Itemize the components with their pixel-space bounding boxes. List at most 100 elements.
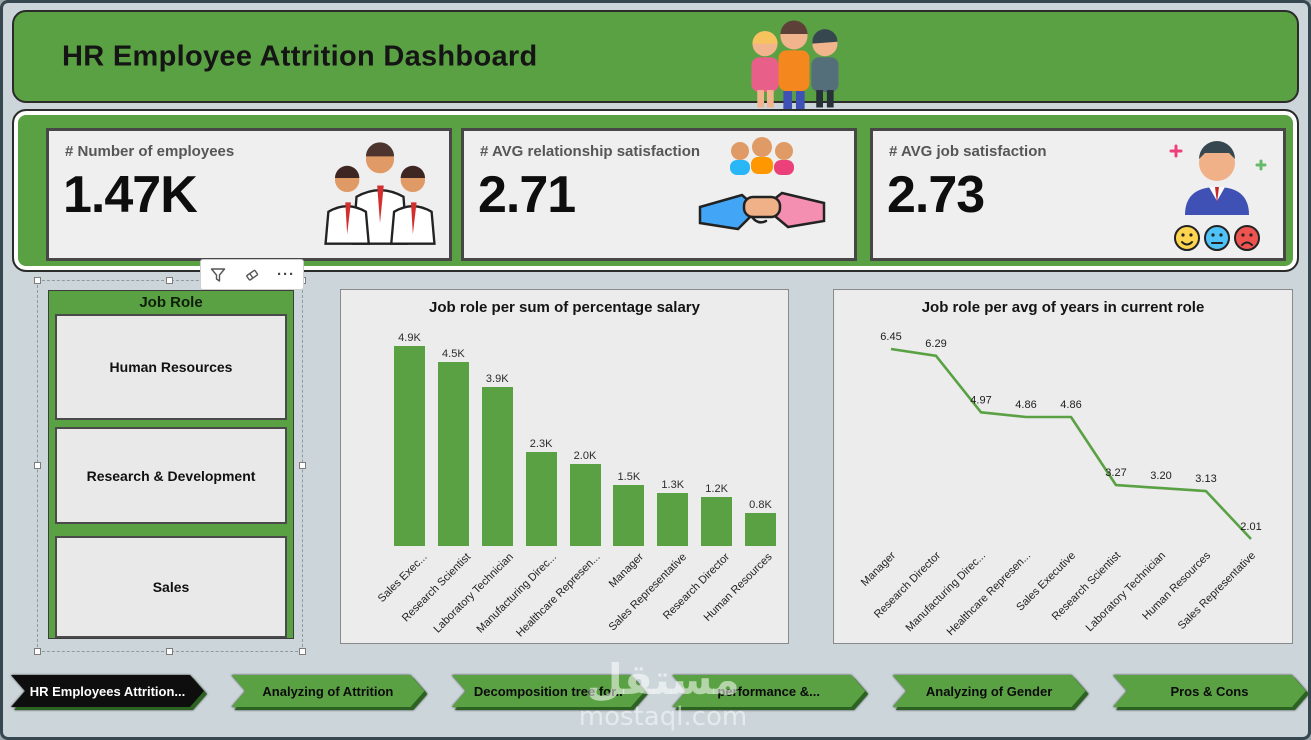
bar-slot: 2.3K — [523, 438, 560, 546]
nav-tab[interactable]: Pros & Cons — [1113, 675, 1306, 707]
kpi-card-employees: # Number of employees 1.47K — [46, 128, 452, 261]
slicer-item[interactable]: Research & Development — [55, 427, 287, 524]
bar[interactable] — [437, 362, 469, 546]
page-title: HR Employee Attrition Dashboard — [62, 40, 538, 72]
bar-slot: 4.9K — [391, 332, 428, 546]
more-options-glyph: ··· — [277, 265, 295, 283]
kpi-card-job-satisfaction: # AVG job satisfaction 2.73 — [870, 128, 1286, 261]
nav-tab-wrapper: Analyzing of Attrition — [231, 675, 424, 708]
kpi-band: # Number of employees 1.47K — [12, 109, 1299, 272]
bar-value-label: 3.9K — [485, 373, 509, 385]
nav-tab-wrapper: HR Employees Attrition... — [11, 675, 204, 708]
bar-value-label: 2.3K — [529, 438, 553, 450]
kpi-card-relationship-satisfaction: # AVG relationship satisfaction 2.71 — [461, 128, 857, 261]
line-chart-panel: Job role per avg of years in current rol… — [833, 289, 1293, 644]
bar-slot: 2.0K — [567, 450, 604, 546]
line-value-label: 3.27 — [1105, 467, 1126, 479]
filter-icon[interactable] — [205, 263, 231, 287]
bar[interactable] — [394, 346, 425, 546]
kpi-label: # AVG relationship satisfaction — [480, 143, 701, 160]
line-value-label: 4.97 — [970, 394, 991, 406]
kpi-label: # Number of employees — [65, 143, 235, 160]
bar-category-slot: Healthcare Represen... — [514, 548, 606, 643]
line-category-label: Sales Representative — [1176, 550, 1258, 632]
selection-handle[interactable] — [34, 277, 41, 284]
job-role-slicer: Job Role Human Resources Research & Devel… — [48, 290, 294, 639]
bar-category-label: Manager — [606, 551, 646, 591]
line-chart-title: Job role per avg of years in current rol… — [921, 299, 1205, 316]
line-value-label: 6.29 — [925, 338, 946, 350]
bar-value-label: 0.8K — [749, 499, 772, 511]
selection-handle[interactable] — [34, 648, 41, 655]
bar-chart-xlabels: Sales Exec... Research Scientist Laborator… — [376, 548, 779, 643]
nav-tab-wrapper: Pros & Cons — [1113, 675, 1306, 708]
nav-tab[interactable]: Analyzing of Gender — [893, 675, 1086, 707]
kpi-value: 1.47K — [63, 166, 198, 224]
selection-handle[interactable] — [299, 648, 306, 655]
bar-slot: 0.8K — [742, 499, 779, 546]
slicer-title: Job Role — [139, 294, 203, 311]
bar-slot: 3.9K — [479, 373, 516, 546]
bar-value-label: 1.5K — [617, 471, 641, 483]
bar-slot: 4.5K — [435, 348, 472, 546]
line-category-label: Healthcare Represen... — [945, 550, 1033, 638]
bar-slot: 1.5K — [610, 471, 647, 546]
selection-handle[interactable] — [166, 277, 173, 284]
nav-tabs: HR Employees Attrition... Analyzing of At… — [11, 675, 1306, 708]
bar-chart-plot: 4.9K 4.5K 3.9K 2.3K 2.0K 1.5K 1.3K 1.2K 0.8K — [391, 332, 779, 546]
line-category-label: Manager — [859, 549, 898, 588]
kpi-value: 2.71 — [478, 166, 576, 224]
bar-value-label: 4.9K — [398, 332, 421, 344]
bar[interactable] — [481, 387, 513, 546]
slicer-item[interactable]: Human Resources — [55, 314, 287, 420]
bar[interactable] — [569, 464, 601, 546]
line-value-label: 3.13 — [1195, 473, 1216, 485]
line-value-label: 4.86 — [1060, 399, 1081, 411]
bar[interactable] — [657, 493, 689, 546]
bar[interactable] — [701, 497, 733, 546]
nav-tab-wrapper: performance &... — [672, 675, 865, 708]
bar-category-slot: Human Resources — [702, 548, 779, 643]
selection-frame — [34, 277, 306, 655]
bar-value-label: 1.2K — [705, 483, 728, 495]
line-value-label: 2.01 — [1240, 521, 1261, 533]
selection-handle[interactable] — [34, 462, 41, 469]
bar-value-label: 4.5K — [442, 348, 465, 360]
header-banner: HR Employee Attrition Dashboard — [12, 10, 1299, 110]
employees-illustration-icon — [736, 14, 852, 117]
kpi-value: 2.73 — [887, 166, 985, 224]
bar-chart-title: Job role per sum of percentage salary — [429, 299, 700, 316]
line-category-label: Laboratory Technician — [1084, 550, 1168, 634]
selection-handle[interactable] — [166, 648, 173, 655]
kpi-label: # AVG job satisfaction — [889, 143, 1047, 160]
job-satisfaction-icon — [1157, 135, 1277, 264]
nav-tab[interactable]: HR Employees Attrition... — [11, 675, 204, 707]
bar-value-label: 2.0K — [573, 450, 597, 462]
bar[interactable] — [525, 452, 557, 546]
slicer-item[interactable]: Sales — [55, 536, 287, 638]
more-options-icon[interactable]: ··· — [273, 263, 299, 287]
line-series[interactable] — [890, 347, 1252, 540]
nav-tab-wrapper: Decomposition tree for.. — [452, 675, 645, 708]
bar[interactable] — [745, 513, 776, 546]
line-category-label: Manufacturing Direc... — [904, 550, 989, 635]
line-value-label: 6.45 — [880, 331, 901, 343]
eraser-icon[interactable] — [239, 263, 265, 287]
employees-group-icon — [319, 137, 441, 254]
bar-slot: 1.2K — [698, 483, 735, 546]
slicer-toolbar: ··· — [200, 259, 304, 290]
selection-handle[interactable] — [299, 462, 306, 469]
nav-tab[interactable]: performance &... — [672, 675, 865, 707]
bar-slot: 1.3K — [654, 479, 691, 546]
line-value-label: 3.20 — [1150, 470, 1171, 482]
nav-tab[interactable]: Analyzing of Attrition — [231, 675, 424, 707]
line-value-label: 4.86 — [1015, 399, 1036, 411]
handshake-icon — [696, 137, 828, 260]
bar[interactable] — [613, 485, 645, 546]
nav-tab-wrapper: Analyzing of Gender — [893, 675, 1086, 708]
nav-tab[interactable]: Decomposition tree for.. — [452, 675, 645, 707]
bar-chart-panel: Job role per sum of percentage salary 4.… — [340, 289, 789, 644]
bar-value-label: 1.3K — [661, 479, 685, 491]
